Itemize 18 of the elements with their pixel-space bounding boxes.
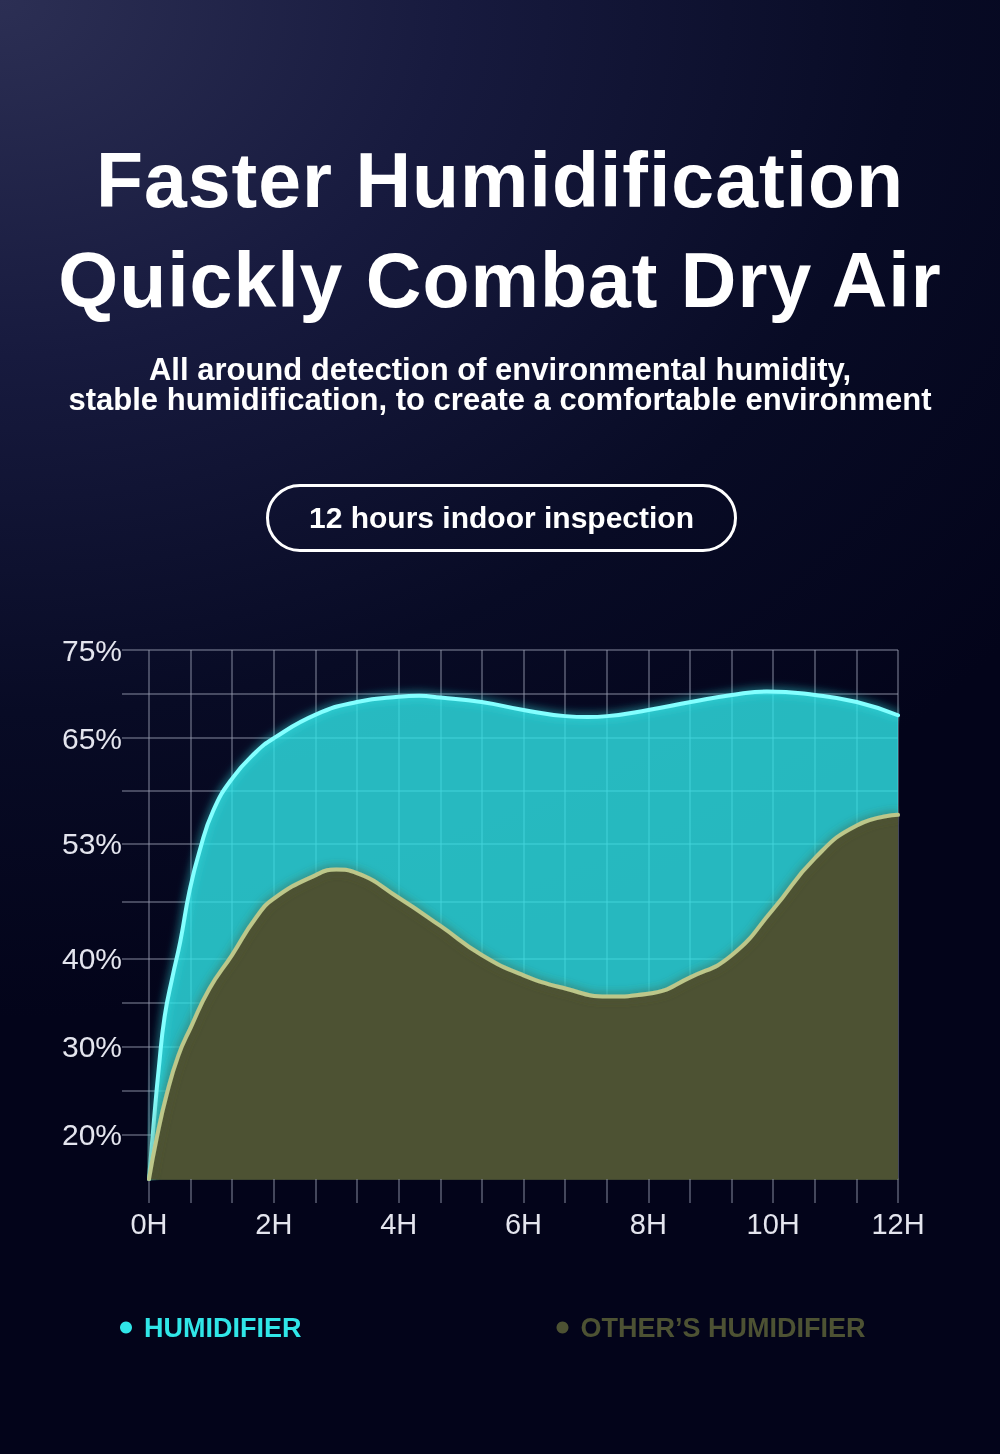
x-tick-label: 8H xyxy=(629,1207,667,1240)
x-tick-label: 2H xyxy=(255,1207,293,1240)
x-tick-label: 0H xyxy=(130,1207,168,1240)
y-tick-label: 53% xyxy=(61,827,122,861)
y-tick-label: 30% xyxy=(61,1030,122,1064)
y-tick-label: 75% xyxy=(61,633,122,667)
legend-label: HUMIDIFIER xyxy=(144,1312,302,1343)
y-tick-label: 65% xyxy=(61,721,122,755)
x-tick-label: 6H xyxy=(504,1207,543,1240)
x-tick-label: 12H xyxy=(871,1207,925,1240)
y-tick-label: 40% xyxy=(61,942,122,976)
x-tick-label: 4H xyxy=(380,1207,418,1240)
y-tick-label: 20% xyxy=(61,1118,122,1152)
chart-subtitle: All around detection of environmental humidity, stable humidification, to create a comfortable environment xyxy=(67,352,933,417)
text: 12 hours indoor inspection xyxy=(308,501,695,535)
x-tick-label: 10H xyxy=(746,1207,800,1240)
legend-label: OTHER’S HUMIDIFIER xyxy=(580,1312,866,1343)
chart-title: Faster Humidification Quickly Combat Dry Air xyxy=(57,136,943,325)
